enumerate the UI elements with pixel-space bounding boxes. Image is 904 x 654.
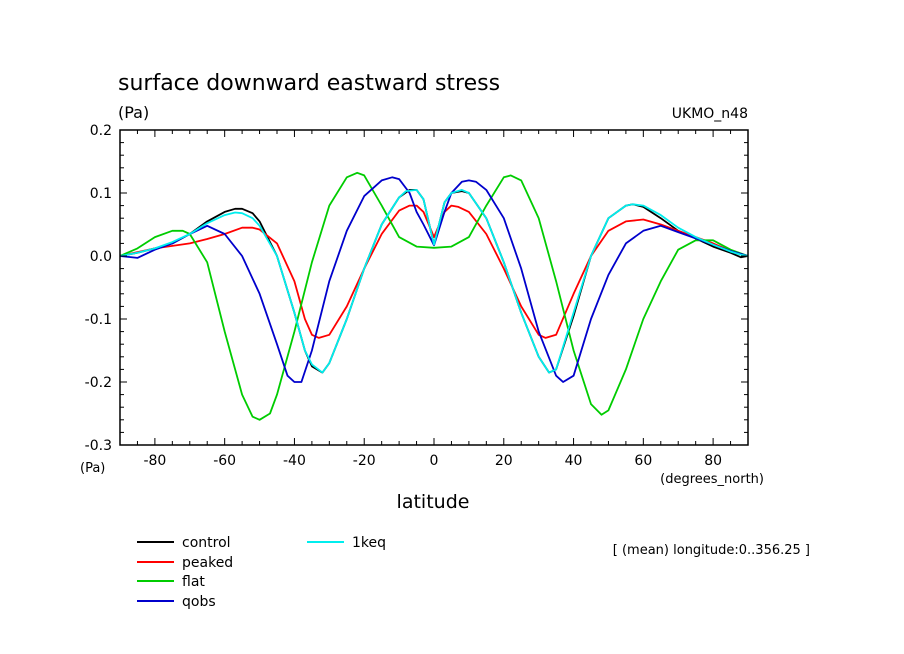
y-tick-label: 0.2 (90, 123, 112, 139)
y-tick-label: -0.1 (85, 312, 112, 328)
x-tick-label: 80 (704, 453, 722, 469)
y-axis-units-label: (Pa) (80, 461, 105, 476)
x-tick-label: -80 (143, 453, 166, 469)
legend-label-flat: flat (182, 574, 205, 590)
series-line-peaked (119, 204, 749, 339)
series-line-control (119, 188, 749, 374)
model-label: UKMO_n48 (672, 106, 748, 122)
legend-label-qobs: qobs (182, 594, 216, 610)
x-tick-label: -40 (283, 453, 306, 469)
chart-title: surface downward eastward stress (118, 71, 500, 96)
series-line-1keq (119, 188, 749, 374)
y-tick-label: -0.3 (85, 438, 112, 454)
series-layer (119, 171, 749, 421)
mean-note: [ (mean) longitude:0..356.25 ] (613, 543, 810, 558)
x-tick-label: -20 (353, 453, 376, 469)
x-tick-label: 60 (634, 453, 652, 469)
x-tick-label: 0 (430, 453, 439, 469)
legend-label-control: control (182, 535, 231, 551)
y-tick-label: 0.1 (90, 186, 112, 202)
x-tick-label: 40 (565, 453, 583, 469)
x-units-label: (degrees_north) (660, 472, 764, 487)
x-tick-label: 20 (495, 453, 513, 469)
legend: control peaked flat qobs 1keq (137, 535, 386, 610)
y-tick-label: -0.2 (85, 375, 112, 391)
legend-label-1keq: 1keq (352, 535, 386, 551)
y-tick-label: 0.0 (90, 249, 112, 265)
units-label: (Pa) (118, 103, 149, 122)
x-tick-label: -60 (213, 453, 236, 469)
x-axis-label: latitude (397, 491, 470, 513)
series-line-flat (119, 171, 749, 421)
legend-label-peaked: peaked (182, 555, 233, 571)
ticks-layer: -80 -60 -40 -20 0 20 40 60 80 0.2 0.1 0.0 -0.1 -0.2 -0… (85, 123, 749, 469)
series-line-qobs (119, 176, 749, 383)
